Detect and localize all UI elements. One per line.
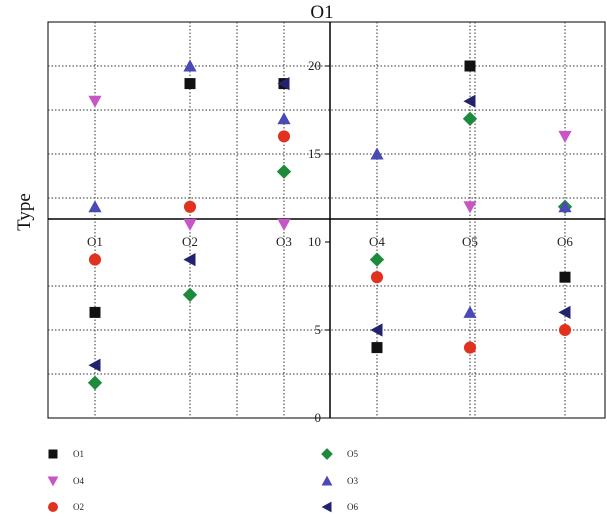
x-tick-label: O4 [369, 234, 385, 249]
y-tick-label: 5 [315, 322, 322, 337]
data-point [558, 323, 572, 337]
data-point [277, 130, 291, 143]
data-point [463, 341, 477, 354]
data-point [88, 95, 102, 108]
legend-label: O1 [73, 449, 84, 459]
data-point [88, 200, 102, 213]
y-tick-labels: 0 5 10 15 20 [308, 58, 330, 425]
data-point [277, 77, 290, 91]
x-tick-label: O6 [557, 234, 573, 249]
x-tick-label: O3 [276, 234, 292, 249]
y-tick-label: 15 [308, 146, 321, 161]
data-point [462, 111, 478, 126]
x-tick-labels: O1 O2 O3 O4 O5 O6 [87, 234, 573, 249]
data-point [89, 306, 101, 318]
data-points [87, 59, 573, 390]
data-point [370, 271, 384, 284]
legend-marker [321, 448, 333, 460]
y-tick-label: 10 [308, 234, 321, 249]
data-point [558, 305, 571, 319]
data-point [183, 253, 196, 267]
data-point [464, 60, 476, 72]
data-point [87, 375, 103, 390]
data-point [370, 147, 384, 160]
legend-label: O4 [73, 476, 84, 486]
data-point [88, 253, 102, 266]
data-point [183, 218, 197, 231]
legend-label: O3 [347, 476, 358, 486]
chart-title: O1 [310, 2, 333, 23]
x-tick-label: O1 [87, 234, 103, 249]
data-point [371, 342, 383, 354]
data-point [88, 358, 101, 372]
data-point [559, 271, 571, 283]
x-tick-label: O5 [462, 234, 478, 249]
y-tick-label: 0 [315, 410, 322, 425]
legend-label: O2 [73, 502, 84, 512]
data-point [370, 323, 383, 337]
data-point [558, 200, 572, 213]
legend: O1 O4 O2 O5 O3 O6 [47, 448, 358, 513]
x-tick-label: O2 [182, 234, 198, 249]
legend-marker [321, 475, 333, 486]
data-point [183, 59, 197, 72]
data-point [184, 78, 196, 90]
data-point [463, 201, 477, 214]
data-point [277, 112, 291, 125]
data-point [369, 252, 385, 267]
plot-frame [47, 21, 606, 419]
legend-label: O5 [347, 449, 358, 459]
data-point [182, 287, 198, 302]
legend-marker [47, 476, 59, 487]
data-point [463, 305, 477, 318]
legend-label: O6 [347, 502, 358, 512]
data-point [558, 130, 572, 143]
data-point [277, 218, 291, 231]
legend-marker [48, 449, 58, 459]
y-axis-label: Type [14, 193, 35, 231]
data-point [276, 164, 292, 179]
data-point [463, 94, 476, 108]
data-point [183, 200, 197, 213]
legend-marker [48, 502, 58, 512]
legend-marker [321, 501, 332, 513]
y-tick-label: 20 [308, 58, 321, 73]
